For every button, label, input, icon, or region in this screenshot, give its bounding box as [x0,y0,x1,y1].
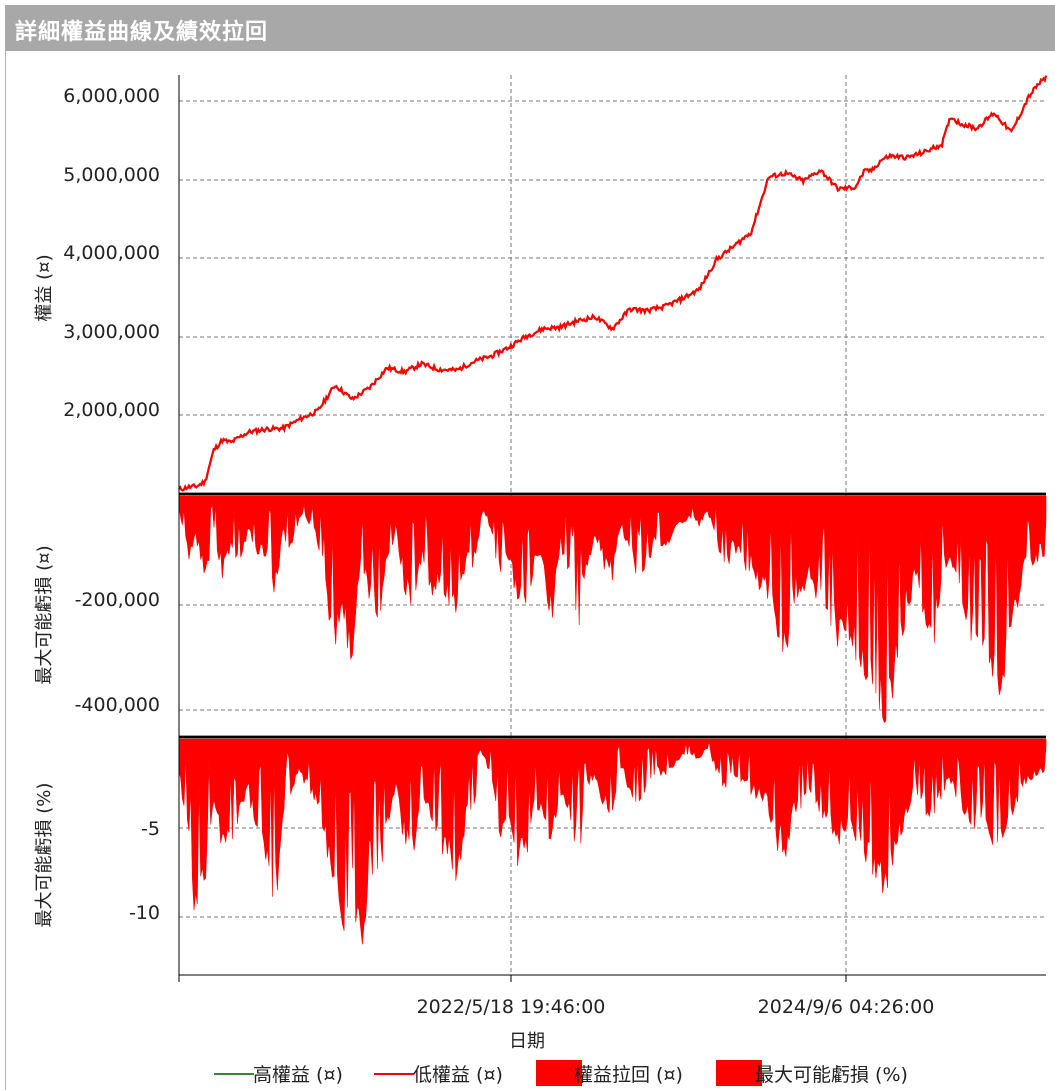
y-axis-title-drawdown: 最大可能虧損 (¤) [34,545,55,684]
legend-swatch-high-equity [214,1073,254,1075]
y-tick-label: -400,000 [75,694,160,716]
y-tick-label: -200,000 [75,589,160,611]
x-axis-title: 日期 [509,1031,545,1052]
x-tick-label: 2022/5/18 19:46:00 [417,996,606,1018]
equity-drawdown-area [178,495,1047,723]
window-title-bar: 詳細權益曲線及績效拉回 [5,5,1055,51]
y-tick-label: 6,000,000 [63,85,160,107]
low-equity-line [178,75,1048,492]
legend-label: 最大可能虧損 (%) [755,1064,908,1086]
high-equity-line [178,75,1047,492]
legend-swatch-max-loss-pct [716,1060,762,1086]
y-tick-label: 4,000,000 [63,242,160,264]
tick-labels: 6,000,000 5,000,000 4,000,000 3,000,000 … [34,85,934,1052]
legend-swatch-low-equity [374,1073,414,1075]
legend-label: 低權益 (¤) [413,1064,503,1086]
left-border [5,51,6,1090]
chart-marks [178,75,1048,975]
legend-swatch-equity-drawdown [536,1060,582,1086]
x-tick-label: 2024/9/6 04:26:00 [758,996,935,1018]
y-axis-title-drawdown-pct: 最大可能虧損 (%) [34,783,55,928]
legend-label: 高權益 (¤) [253,1064,343,1086]
axes [178,75,1046,976]
y-tick-label: 5,000,000 [63,164,160,186]
y-tick-label: 3,000,000 [63,321,160,343]
y-tick-label: -5 [141,818,160,840]
y-tick-label: 2,000,000 [63,399,160,421]
y-tick-label: -10 [129,902,160,924]
max-loss-pct-area [178,738,1047,945]
legend-label: 權益拉回 (¤) [574,1064,683,1086]
y-axis-title-equity: 權益 (¤) [34,254,55,321]
window-title: 詳細權益曲線及績效拉回 [15,20,269,45]
